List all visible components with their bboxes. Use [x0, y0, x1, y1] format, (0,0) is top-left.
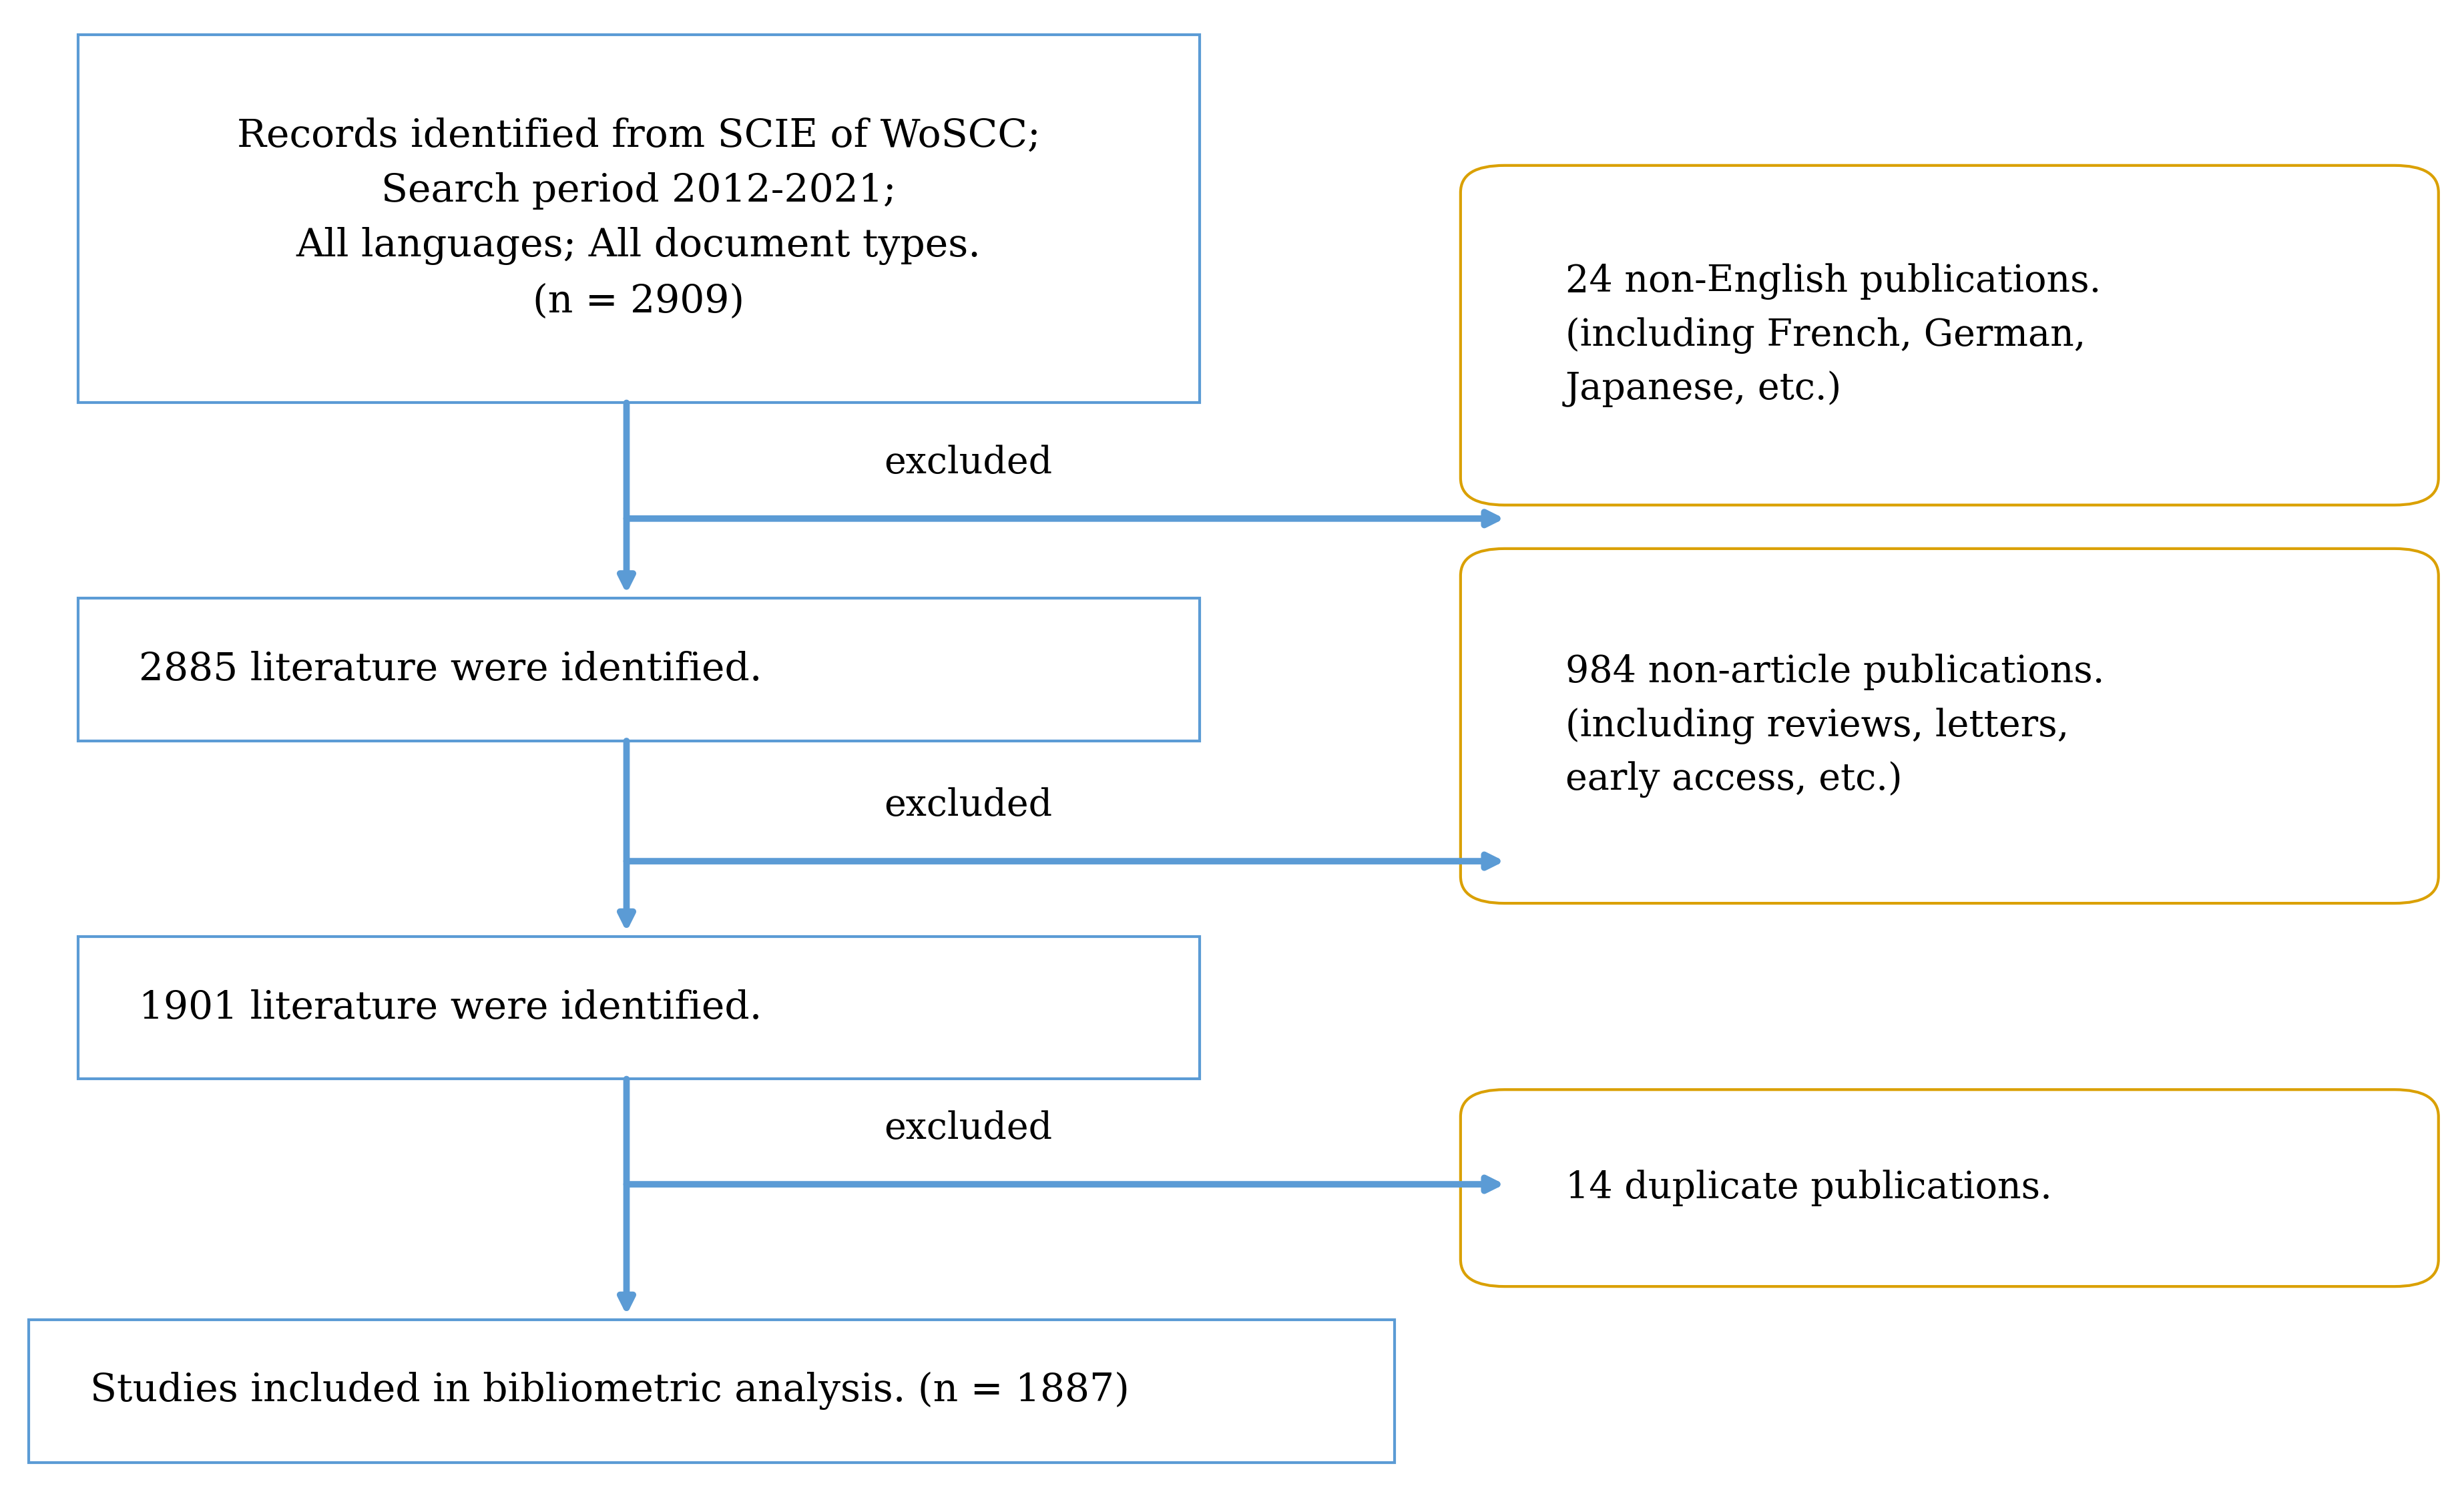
Text: Records identified from SCIE of WoSCC;
Search period 2012-2021;
All languages; A: Records identified from SCIE of WoSCC; S… — [237, 118, 1040, 321]
Text: 24 non-English publications.
(including French, German,
Japanese, etc.): 24 non-English publications. (including … — [1564, 263, 2100, 407]
FancyBboxPatch shape — [78, 936, 1200, 1080]
Text: Studies included in bibliometric analysis. (n = 1887): Studies included in bibliometric analysi… — [91, 1371, 1129, 1411]
Text: 1901 literature were identified.: 1901 literature were identified. — [140, 989, 761, 1027]
Text: 984 non-article publications.
(including reviews, letters,
early access, etc.): 984 non-article publications. (including… — [1564, 655, 2105, 798]
Text: excluded: excluded — [884, 788, 1053, 824]
Text: excluded: excluded — [884, 445, 1053, 481]
Text: 14 duplicate publications.: 14 duplicate publications. — [1564, 1170, 2051, 1207]
FancyBboxPatch shape — [1461, 165, 2438, 505]
Text: 2885 literature were identified.: 2885 literature were identified. — [140, 650, 761, 688]
FancyBboxPatch shape — [78, 599, 1200, 741]
FancyBboxPatch shape — [29, 1320, 1395, 1462]
FancyBboxPatch shape — [1461, 549, 2438, 903]
Text: excluded: excluded — [884, 1110, 1053, 1146]
FancyBboxPatch shape — [1461, 1090, 2438, 1287]
FancyBboxPatch shape — [78, 35, 1200, 402]
